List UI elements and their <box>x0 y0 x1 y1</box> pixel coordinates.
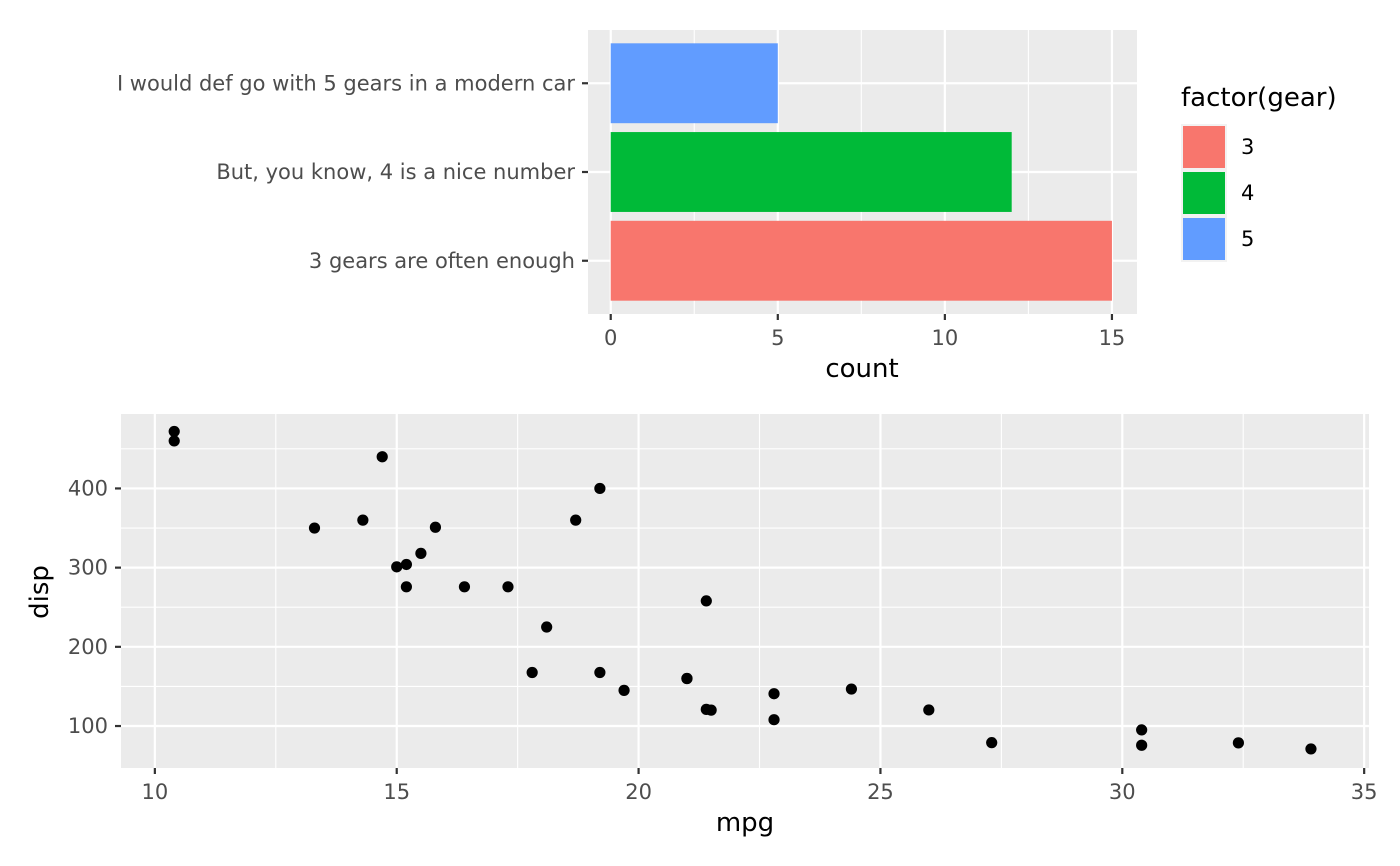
scatter-chart-x-tick-label: 15 <box>383 780 410 804</box>
scatter-chart-y-tick-label: 300 <box>68 556 108 580</box>
legend-keys: 3 4 5 <box>1181 124 1254 262</box>
bar-4 <box>610 132 1012 212</box>
scatter-point <box>1305 743 1317 755</box>
legend-key-label: 5 <box>1241 227 1254 251</box>
scatter-point <box>1136 739 1148 751</box>
scatter-point <box>1136 724 1148 736</box>
scatter-point <box>768 714 780 726</box>
legend-key-swatch <box>1183 172 1225 214</box>
bar-chart-x-axis: 0 5 10 15 <box>604 314 1125 350</box>
scatter-point <box>400 581 412 593</box>
bar-chart-x-tick-label: 15 <box>1099 326 1126 350</box>
scatter-point <box>1232 737 1244 749</box>
bar-5 <box>610 43 778 124</box>
scatter-chart: 100 200 300 400 10 15 20 25 30 35 mpg disp <box>25 414 1378 838</box>
scatter-chart-x-axis: 10 15 20 25 30 35 <box>141 768 1378 804</box>
legend-key-label: 3 <box>1241 135 1254 159</box>
scatter-chart-y-tick-label: 400 <box>68 476 108 500</box>
bar-3 <box>610 220 1112 301</box>
scatter-chart-x-tick-label: 30 <box>1109 780 1136 804</box>
scatter-chart-gridlines <box>121 414 1369 768</box>
bar-chart-y-tick-label: But, you know, 4 is a nice number <box>216 160 575 184</box>
scatter-chart-x-tick-label: 35 <box>1351 780 1378 804</box>
bar-chart-y-axis: 3 gears are often enough But, you know, 4… <box>117 71 588 273</box>
scatter-point <box>168 435 180 447</box>
scatter-point <box>700 703 712 715</box>
scatter-point <box>700 595 712 607</box>
scatter-point <box>923 704 935 716</box>
bar-chart: 3 gears are often enough But, you know, 4… <box>117 30 1137 384</box>
scatter-chart-x-axis-title: mpg <box>716 808 774 838</box>
scatter-point <box>376 451 388 463</box>
bar-chart-y-tick-label: 3 gears are often enough <box>309 249 575 273</box>
scatter-point <box>357 514 369 526</box>
scatter-point <box>594 666 606 679</box>
scatter-chart-x-tick-label: 25 <box>867 780 894 804</box>
scatter-point <box>168 425 180 438</box>
scatter-point <box>415 547 427 559</box>
scatter-point <box>458 581 471 593</box>
scatter-point <box>570 514 582 526</box>
legend-key-swatch <box>1183 126 1225 168</box>
bar-chart-x-tick-label: 10 <box>931 326 958 350</box>
scatter-point <box>391 561 403 573</box>
legend-key-label: 4 <box>1241 181 1254 205</box>
scatter-point <box>541 621 553 633</box>
bar-chart-bars <box>610 43 1112 301</box>
scatter-chart-x-tick-label: 20 <box>625 780 652 804</box>
scatter-chart-points <box>168 425 1317 755</box>
bar-chart-x-axis-title: count <box>825 354 898 384</box>
scatter-chart-y-tick-label: 100 <box>68 714 108 738</box>
scatter-point <box>526 666 538 679</box>
scatter-point <box>986 737 998 749</box>
scatter-point <box>681 672 693 685</box>
scatter-point <box>768 688 780 700</box>
legend-key-swatch <box>1183 218 1225 260</box>
scatter-chart-x-tick-label: 10 <box>141 780 168 804</box>
scatter-point <box>502 581 514 593</box>
legend: factor(gear) 3 4 5 <box>1181 83 1337 262</box>
scatter-chart-y-axis: 100 200 300 400 <box>68 476 121 738</box>
scatter-point <box>594 482 606 495</box>
scatter-point <box>845 683 858 695</box>
scatter-point <box>400 558 412 571</box>
bar-chart-x-tick-label: 5 <box>771 326 784 350</box>
legend-title: factor(gear) <box>1181 83 1337 113</box>
bar-chart-y-tick-label: I would def go with 5 gears in a modern … <box>117 71 575 95</box>
bar-chart-x-tick-label: 0 <box>604 326 617 350</box>
scatter-chart-panel <box>121 414 1369 768</box>
scatter-point <box>308 522 321 534</box>
scatter-point <box>429 521 442 533</box>
scatter-chart-y-axis-title: disp <box>25 565 55 619</box>
scatter-point <box>618 684 630 696</box>
scatter-chart-y-tick-label: 200 <box>68 635 108 659</box>
